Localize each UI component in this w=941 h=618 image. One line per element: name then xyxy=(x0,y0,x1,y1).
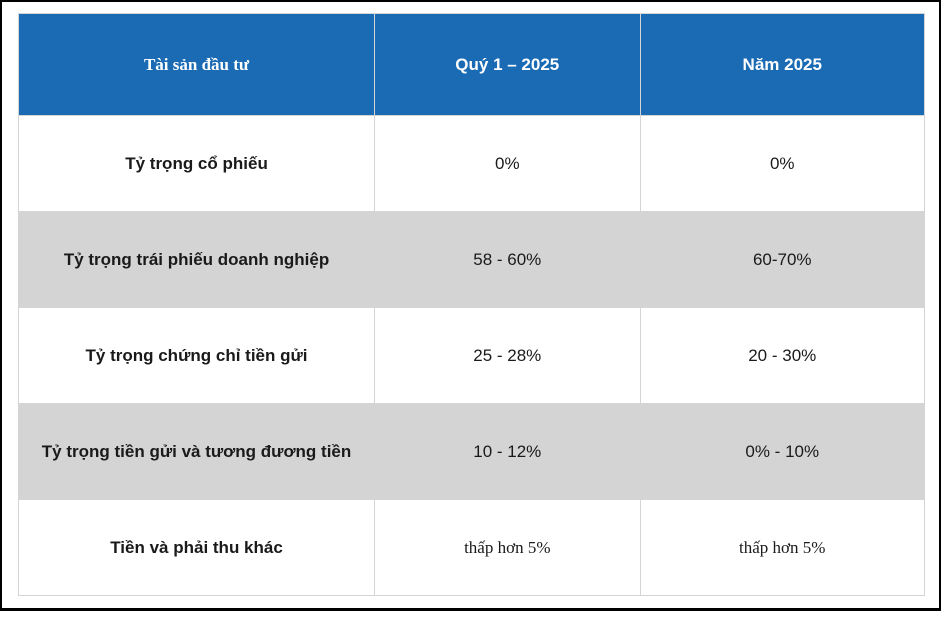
q1-value-cell: 58 - 60% xyxy=(374,211,641,308)
row-label-cell: Tỷ trọng cổ phiếu xyxy=(17,115,376,212)
q1-value-cell: 10 - 12% xyxy=(374,403,641,500)
table-row: Tiền và phải thu khác thấp hơn 5% thấp h… xyxy=(17,499,925,596)
q1-value-cell: 0% xyxy=(374,115,641,212)
header-cell-asset: Tài sản đầu tư xyxy=(17,13,376,116)
table-row: Tỷ trọng cổ phiếu 0% 0% xyxy=(17,115,925,212)
header-cell-year-2025: Năm 2025 xyxy=(639,13,925,116)
q1-value-cell: thấp hơn 5% xyxy=(374,499,641,596)
table-row: Tỷ trọng chứng chỉ tiền gửi 25 - 28% 20 … xyxy=(17,307,925,404)
table-row: Tỷ trọng tiền gửi và tương đương tiền 10… xyxy=(17,403,925,500)
year-value-cell: 60-70% xyxy=(639,211,925,308)
asset-allocation-table: Tài sản đầu tư Quý 1 – 2025 Năm 2025 Tỷ … xyxy=(17,13,925,596)
row-label-cell: Tỷ trọng tiền gửi và tương đương tiền xyxy=(17,403,376,500)
header-cell-q1-2025: Quý 1 – 2025 xyxy=(374,13,641,116)
q1-value-cell: 25 - 28% xyxy=(374,307,641,404)
year-value-cell: 0% xyxy=(639,115,925,212)
year-value-cell: 20 - 30% xyxy=(639,307,925,404)
table-row: Tỷ trọng trái phiếu doanh nghiệp 58 - 60… xyxy=(17,211,925,308)
year-value-cell: thấp hơn 5% xyxy=(639,499,925,596)
row-label-cell: Tỷ trọng chứng chỉ tiền gửi xyxy=(17,307,376,404)
table-header-row: Tài sản đầu tư Quý 1 – 2025 Năm 2025 xyxy=(17,13,925,116)
row-label-cell: Tỷ trọng trái phiếu doanh nghiệp xyxy=(17,211,376,308)
year-value-cell: 0% - 10% xyxy=(639,403,925,500)
row-label-cell: Tiền và phải thu khác xyxy=(17,499,376,596)
